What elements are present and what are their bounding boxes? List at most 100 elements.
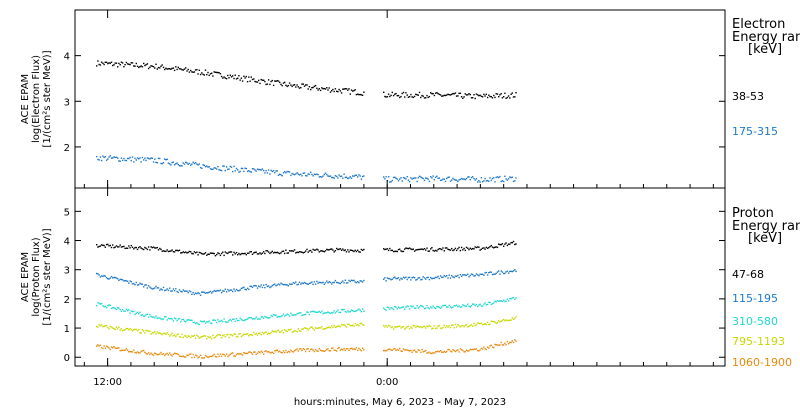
data-point (131, 330, 134, 332)
data-point (389, 95, 391, 98)
data-point (296, 348, 298, 350)
data-point (234, 170, 236, 172)
data-point (443, 250, 445, 252)
data-point (383, 324, 385, 327)
data-point (485, 246, 487, 249)
data-point (123, 245, 125, 248)
x-axis-title: hours:minutes, May 6, 2023 - May 7, 2023 (294, 397, 506, 408)
data-point (436, 250, 438, 252)
data-point (178, 317, 181, 320)
data-point (337, 347, 339, 350)
data-point (133, 65, 135, 67)
data-point (383, 349, 385, 352)
data-point (146, 63, 149, 65)
data-point (331, 311, 333, 314)
data-point (146, 248, 149, 251)
data-point (292, 281, 295, 284)
data-point (442, 95, 444, 97)
data-point (172, 251, 175, 253)
data-point (193, 71, 196, 73)
data-point (269, 83, 271, 86)
data-point (270, 80, 272, 83)
data-point (124, 349, 126, 351)
data-point (467, 350, 469, 352)
data-point (228, 77, 230, 79)
data-point (455, 249, 458, 252)
data-point (408, 276, 411, 279)
data-point (449, 306, 452, 308)
data-point (483, 323, 485, 326)
data-point (344, 249, 346, 251)
data-point (157, 287, 160, 289)
data-point (192, 253, 194, 255)
data-point (180, 321, 182, 323)
data-point (114, 328, 116, 331)
data-point (272, 252, 275, 254)
data-point (203, 74, 205, 76)
data-point (223, 290, 225, 292)
data-point (515, 92, 517, 94)
data-point (465, 274, 468, 277)
data-point (477, 322, 479, 324)
data-point (454, 275, 457, 277)
data-point (177, 291, 179, 294)
data-point (206, 338, 208, 340)
data-point (347, 310, 349, 312)
proton-legend-title-1: Proton (732, 206, 774, 221)
data-point (473, 322, 475, 325)
data-point (149, 330, 151, 333)
data-point (97, 273, 99, 275)
data-point (504, 175, 506, 177)
data-point (253, 252, 255, 254)
data-point (417, 349, 419, 351)
data-point (511, 92, 513, 94)
data-point (228, 168, 230, 170)
data-point (479, 349, 481, 351)
data-point (134, 313, 136, 316)
data-point (98, 63, 100, 66)
data-point (411, 327, 413, 329)
data-point (418, 349, 421, 352)
data-point (249, 316, 251, 319)
data-point (498, 270, 500, 272)
data-point (232, 75, 234, 77)
data-point (478, 322, 480, 324)
data-point (217, 252, 219, 254)
data-point (353, 310, 355, 313)
data-point (143, 286, 145, 288)
data-point (359, 349, 361, 351)
data-point (133, 282, 135, 285)
data-point (118, 307, 120, 309)
data-point (154, 352, 156, 354)
data-point (216, 321, 218, 324)
data-point (302, 328, 304, 330)
data-point (267, 251, 270, 253)
data-point (459, 326, 462, 328)
data-point (444, 326, 447, 329)
data-point (436, 175, 438, 177)
data-point (464, 93, 466, 95)
data-point (144, 64, 146, 67)
data-point (282, 350, 285, 352)
data-point (245, 167, 247, 170)
data-point (349, 249, 351, 251)
data-point (423, 97, 426, 99)
data-point (347, 177, 349, 180)
data-point (237, 77, 239, 79)
data-point (182, 355, 184, 357)
data-point (282, 172, 285, 174)
data-point (323, 327, 325, 330)
data-point (488, 323, 490, 326)
data-point (271, 315, 273, 317)
data-point (178, 336, 181, 338)
data-point (399, 96, 401, 99)
data-point (442, 276, 444, 278)
data-point (175, 66, 177, 68)
data-point (344, 279, 346, 281)
y-tick-label: 5 (64, 207, 70, 218)
data-point (402, 276, 405, 278)
data-point (349, 310, 351, 313)
data-point (438, 324, 440, 327)
data-point (428, 95, 431, 98)
data-point (338, 174, 340, 176)
